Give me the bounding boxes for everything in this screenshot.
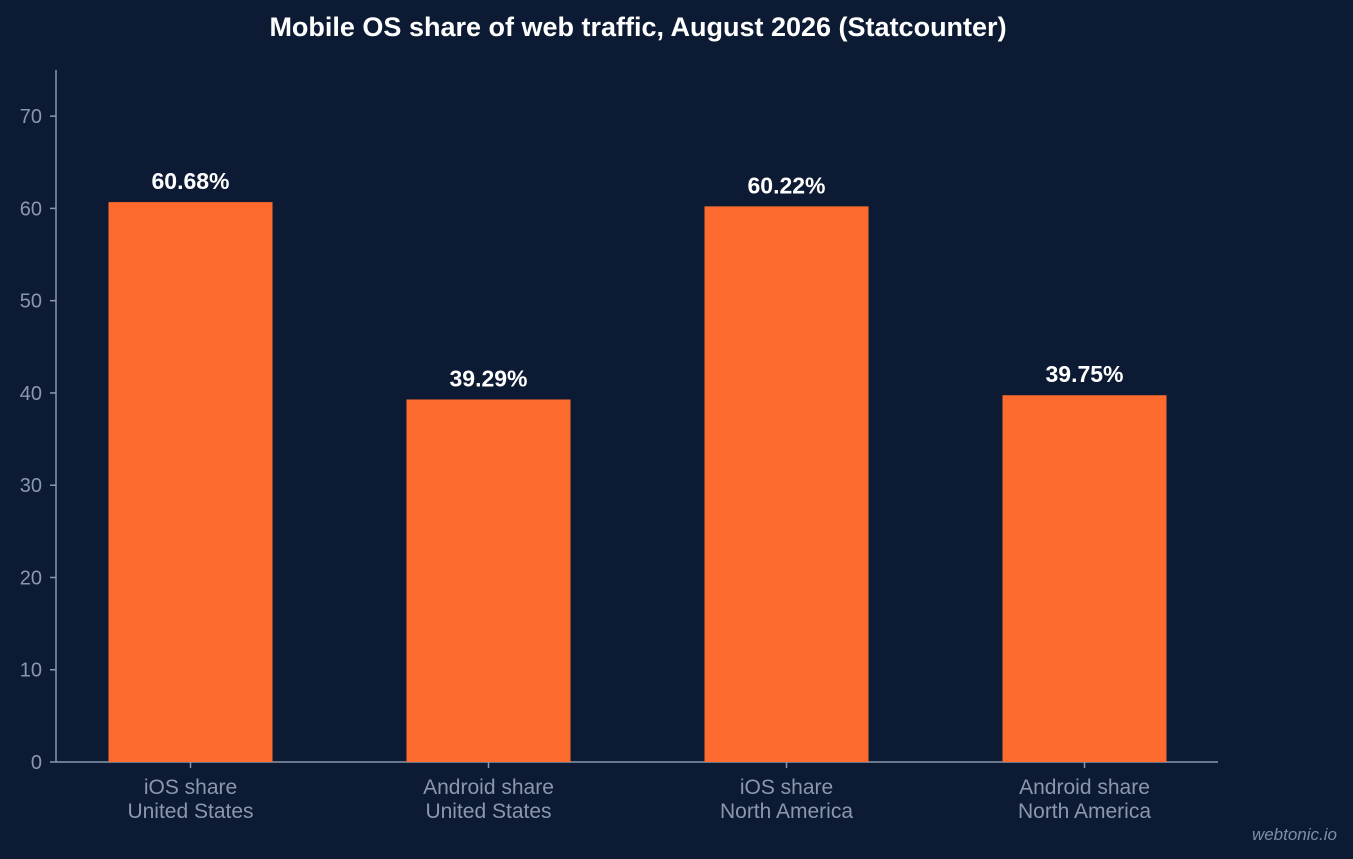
bar bbox=[1002, 395, 1167, 762]
x-tick-label: North America bbox=[720, 800, 853, 823]
y-tick-label: 30 bbox=[20, 475, 42, 497]
watermark: webtonic.io bbox=[1251, 825, 1337, 844]
data-label: 60.22% bbox=[747, 172, 825, 198]
x-tick-label: United States bbox=[425, 800, 551, 823]
bar bbox=[108, 202, 273, 763]
y-tick-label: 60 bbox=[20, 198, 42, 220]
x-tick-label: iOS share bbox=[740, 776, 833, 799]
bar bbox=[704, 206, 869, 763]
data-label: 60.68% bbox=[151, 168, 229, 194]
y-tick-label: 20 bbox=[20, 567, 42, 589]
y-tick-label: 40 bbox=[20, 383, 42, 405]
chart-title: Mobile OS share of web traffic, August 2… bbox=[269, 12, 1007, 42]
data-label: 39.29% bbox=[449, 365, 527, 391]
x-tick-label: iOS share bbox=[144, 776, 237, 799]
chart-bars bbox=[108, 202, 1167, 763]
y-tick-label: 0 bbox=[31, 752, 42, 774]
y-tick-label: 10 bbox=[20, 660, 42, 682]
y-tick-label: 70 bbox=[20, 106, 42, 128]
data-label: 39.75% bbox=[1045, 361, 1123, 387]
y-tick-label: 50 bbox=[20, 291, 42, 313]
x-tick-label: United States bbox=[127, 800, 253, 823]
bar bbox=[406, 399, 571, 762]
x-tick-label: North America bbox=[1018, 800, 1151, 823]
x-tick-label: Android share bbox=[423, 776, 554, 799]
x-tick-label: Android share bbox=[1019, 776, 1150, 799]
